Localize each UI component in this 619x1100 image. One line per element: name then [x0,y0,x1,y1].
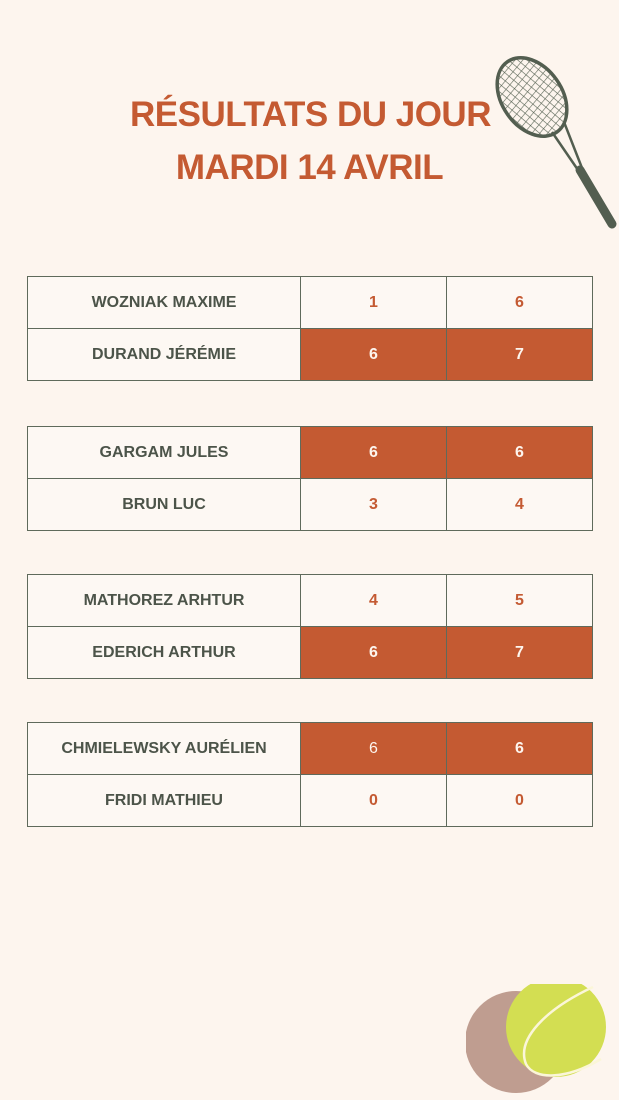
set-score: 4 [300,574,447,627]
set-score: 1 [300,276,447,329]
tennis-racket-icon [490,52,617,229]
set-score: 7 [446,328,593,381]
set-score: 6 [300,328,447,381]
match-result-table: CHMIELEWSKY AURÉLIEN 6 6 FRIDI MATHIEU 0 0 [27,722,593,827]
set-score: 5 [446,574,593,627]
player-name: BRUN LUC [27,478,301,531]
table-row: MATHOREZ ARHTUR 4 5 [27,574,593,627]
page-title: RÉSULTATS DU JOUR [130,95,491,134]
table-row: FRIDI MATHIEU 0 0 [27,774,593,827]
set-score: 6 [300,626,447,679]
set-score: 4 [446,478,593,531]
match-result-table: MATHOREZ ARHTUR 4 5 EDERICH ARTHUR 6 7 [27,574,593,679]
table-row: GARGAM JULES 6 6 [27,426,593,479]
player-name: CHMIELEWSKY AURÉLIEN [27,722,301,775]
player-name: GARGAM JULES [27,426,301,479]
set-score: 0 [446,774,593,827]
set-score: 6 [446,722,593,775]
table-row: EDERICH ARTHUR 6 7 [27,626,593,679]
set-score: 6 [446,426,593,479]
match-result-table: GARGAM JULES 6 6 BRUN LUC 3 4 [27,426,593,531]
table-row: CHMIELEWSKY AURÉLIEN 6 6 [27,722,593,775]
match-result-table: WOZNIAK MAXIME 1 6 DURAND JÉRÉMIE 6 7 [27,276,593,381]
player-name: EDERICH ARTHUR [27,626,301,679]
player-name: DURAND JÉRÉMIE [27,328,301,381]
table-row: BRUN LUC 3 4 [27,478,593,531]
set-score: 6 [446,276,593,329]
set-score: 0 [300,774,447,827]
table-row: DURAND JÉRÉMIE 6 7 [27,328,593,381]
table-row: WOZNIAK MAXIME 1 6 [27,276,593,329]
set-score: 3 [300,478,447,531]
page-subtitle-date: MARDI 14 AVRIL [175,148,444,187]
set-score: 6 [300,722,447,775]
set-score: 7 [446,626,593,679]
set-score: 6 [300,426,447,479]
player-name: FRIDI MATHIEU [27,774,301,827]
player-name: WOZNIAK MAXIME [27,276,301,329]
player-name: MATHOREZ ARHTUR [27,574,301,627]
tennis-ball-icon [466,984,606,1093]
